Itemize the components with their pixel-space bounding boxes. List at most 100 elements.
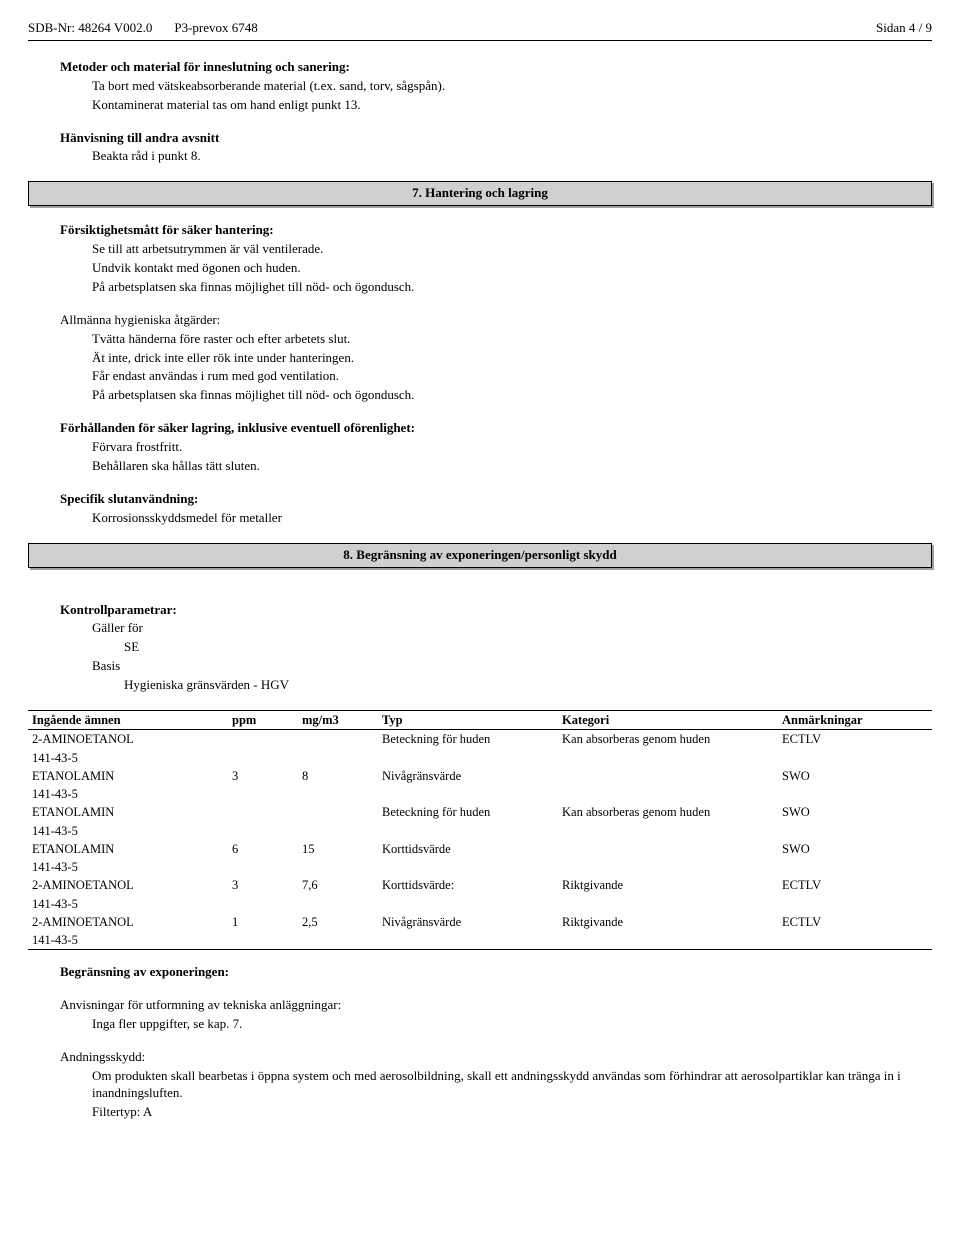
limits-table: Ingående ämnen ppm mg/m3 Typ Kategori An… [28,710,932,950]
table-cell [378,858,558,876]
table-cell: Riktgivande [558,876,778,894]
table-cell [778,785,932,803]
table-cell [378,931,558,950]
table-cell: SWO [778,767,932,785]
col-header: ppm [228,711,298,730]
table-cell [558,767,778,785]
section-tech-facilities: Anvisningar för utformning av tekniska a… [60,997,932,1033]
table-cell [378,822,558,840]
table-cell [228,785,298,803]
table-cell: ECTLV [778,913,932,931]
body-text: Förvara frostfritt. [92,439,932,456]
section-title: Andningsskydd: [60,1049,932,1066]
section-banner-8: 8. Begränsning av exponeringen/personlig… [28,543,932,568]
table-cell: ECTLV [778,730,932,749]
body-text: Se till att arbetsutrymmen är väl ventil… [92,241,932,258]
table-cell [228,931,298,950]
body-text: Beakta råd i punkt 8. [92,148,932,165]
table-cell: Korttidsvärde: [378,876,558,894]
body-text: Behållaren ska hållas tätt sluten. [92,458,932,475]
section-methods: Metoder och material för inneslutning oc… [60,59,932,114]
table-cell [558,858,778,876]
body-text: Inga fler uppgifter, se kap. 7. [92,1016,932,1033]
table-cell [298,822,378,840]
table-cell [298,749,378,767]
table-cell: SWO [778,803,932,821]
table-cell [298,785,378,803]
table-cell: 3 [228,876,298,894]
section-title: Förhållanden för säker lagring, inklusiv… [60,420,932,437]
body-text: Får endast användas i rum med god ventil… [92,368,932,385]
table-cell: Korttidsvärde [378,840,558,858]
table-row: ETANOLAMINBeteckning för hudenKan absorb… [28,803,932,821]
section-title: Specifik slutanvändning: [60,491,932,508]
section-title: Kontrollparametrar: [60,602,932,619]
table-cell: 141-43-5 [28,749,228,767]
table-cell [778,931,932,950]
page-header: SDB-Nr: 48264 V002.0 P3-prevox 6748 Sida… [28,20,932,37]
table-row: 141-43-5 [28,858,932,876]
table-cell: Nivågränsvärde [378,767,558,785]
col-header: Anmärkningar [778,711,932,730]
table-cell [778,858,932,876]
table-cell: Beteckning för huden [378,803,558,821]
table-cell [228,730,298,749]
table-cell: Kan absorberas genom huden [558,730,778,749]
table-cell: 7,6 [298,876,378,894]
table-row: 2-AMINOETANOL12,5NivågränsvärdeRiktgivan… [28,913,932,931]
table-row: ETANOLAMIN38NivågränsvärdeSWO [28,767,932,785]
table-cell: SWO [778,840,932,858]
page-number: Sidan 4 / 9 [876,20,932,37]
section-title: Allmänna hygieniska åtgärder: [60,312,932,329]
table-cell: 141-43-5 [28,785,228,803]
table-cell [558,895,778,913]
table-cell [228,749,298,767]
body-text: Gäller för [92,620,932,637]
table-cell: 2,5 [298,913,378,931]
table-cell [228,822,298,840]
sdb-number: SDB-Nr: 48264 V002.0 [28,20,152,37]
section-enduse: Specifik slutanvändning: Korrosionsskydd… [60,491,932,527]
table-cell [298,730,378,749]
body-text: Hygieniska gränsvärden - HGV [124,677,932,694]
body-text: Basis [92,658,932,675]
table-cell: 3 [228,767,298,785]
table-cell: ETANOLAMIN [28,840,228,858]
table-cell: 15 [298,840,378,858]
table-cell: Nivågränsvärde [378,913,558,931]
table-row: 141-43-5 [28,822,932,840]
table-cell [558,822,778,840]
table-cell [378,749,558,767]
table-cell: 2-AMINOETANOL [28,730,228,749]
body-text: Filtertyp: A [92,1104,932,1121]
header-divider [28,40,932,41]
table-cell [778,822,932,840]
table-cell [378,785,558,803]
table-cell [778,895,932,913]
table-cell [298,858,378,876]
body-text: Ta bort med vätskeabsorberande material … [92,78,932,95]
section-handling: Försiktighetsmått för säker hantering: S… [60,222,932,296]
table-cell: 141-43-5 [28,822,228,840]
body-text: Tvätta händerna före raster och efter ar… [92,331,932,348]
table-cell: 2-AMINOETANOL [28,876,228,894]
section-title: Anvisningar för utformning av tekniska a… [60,997,932,1014]
table-cell [558,749,778,767]
table-cell [778,749,932,767]
table-cell: 2-AMINOETANOL [28,913,228,931]
section-title: Hänvisning till andra avsnitt [60,130,932,147]
table-cell: Beteckning för huden [378,730,558,749]
table-cell: Kan absorberas genom huden [558,803,778,821]
col-header: Ingående ämnen [28,711,228,730]
table-cell: 141-43-5 [28,931,228,950]
col-header: Typ [378,711,558,730]
table-cell [298,931,378,950]
body-text: Korrosionsskyddsmedel för metaller [92,510,932,527]
body-text: På arbetsplatsen ska finnas möjlighet ti… [92,387,932,404]
section-control-params: Kontrollparametrar: Gäller för SE Basis … [60,602,932,694]
table-cell [558,785,778,803]
table-cell [558,931,778,950]
body-text: Om produkten skall bearbetas i öppna sys… [92,1068,932,1102]
table-cell: ETANOLAMIN [28,767,228,785]
table-header-row: Ingående ämnen ppm mg/m3 Typ Kategori An… [28,711,932,730]
